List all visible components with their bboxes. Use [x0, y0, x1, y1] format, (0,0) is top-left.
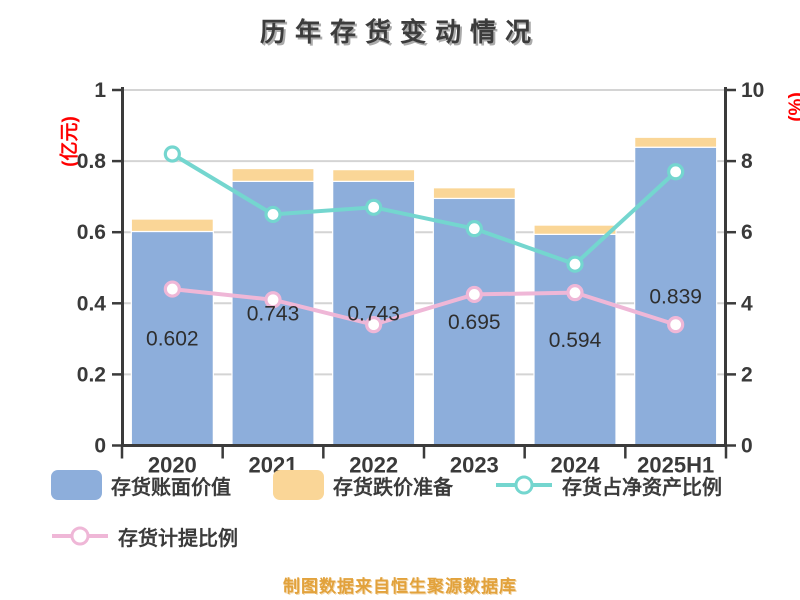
source-note: 制图数据来自恒生聚源数据库 — [283, 577, 517, 596]
book-value-bar-2020 — [130, 230, 214, 447]
bar-value-label-2023: 0.695 — [448, 311, 501, 334]
bar-value-label-2025H1: 0.839 — [649, 285, 702, 308]
x-axis-label-2023: 2023 — [450, 453, 499, 478]
provision-ratio-line-marker-icon — [51, 524, 109, 548]
left-axis-tick-label: 0.2 — [77, 363, 106, 386]
provision-ratio-point-2025H1 — [667, 316, 685, 334]
right-axis-tick-label: 6 — [741, 221, 753, 244]
legend: 存货账面价值 存货跌价准备 存货占净资产比例 存货计提比例 — [51, 468, 764, 553]
right-axis-tick-label: 10 — [741, 79, 764, 102]
left-axis-tick-label: 0.6 — [77, 221, 106, 244]
net-asset-ratio-point-2025H1 — [667, 163, 685, 181]
left-axis-tick-label: 0.4 — [77, 292, 107, 315]
bar-value-label-2022: 0.743 — [347, 302, 400, 325]
reserve-cap-2021 — [231, 167, 315, 182]
right-axis-tick-label: 8 — [741, 150, 753, 173]
reserve-cap-2024 — [533, 224, 617, 235]
reserve-cap-2020 — [130, 218, 214, 233]
bar-value-label-2024: 0.594 — [549, 329, 602, 352]
legend-row-2: 存货计提比例 — [51, 519, 764, 553]
right-axis-tick-label: 0 — [741, 435, 753, 458]
book-value-bar-2021 — [231, 180, 315, 447]
left-axis-tick-label: 0 — [94, 435, 106, 458]
legend-label-provision-ratio: 存货计提比例 — [118, 527, 238, 550]
right-axis-tick-label: 2 — [741, 363, 753, 386]
legend-item-net-asset-ratio[interactable]: 存货占净资产比例 — [495, 471, 722, 500]
left-axis-tick-label: 0.8 — [77, 150, 107, 173]
bar-value-label-2020: 0.602 — [146, 327, 199, 350]
legend-item-provision-ratio[interactable]: 存货计提比例 — [51, 522, 238, 551]
provision-ratio-point-2023 — [465, 285, 483, 304]
net-asset-ratio-line — [170, 151, 678, 267]
reserve-cap-2023 — [432, 187, 516, 200]
legend-item-reserve[interactable]: 存货跌价准备 — [273, 470, 453, 500]
bar-value-label-2021: 0.743 — [247, 302, 300, 325]
x-axis-label-2025H1: 2025H1 — [637, 453, 714, 478]
net-asset-ratio-point-2020 — [163, 145, 181, 163]
book-value-swatch — [51, 470, 102, 500]
legend-label-reserve: 存货跌价准备 — [333, 476, 453, 499]
legend-item-book-value[interactable]: 存货账面价值 — [51, 470, 231, 500]
x-axis-label-2022: 2022 — [349, 453, 398, 478]
provision-ratio-point-2021 — [264, 291, 282, 309]
net-asset-ratio-point-2021 — [264, 205, 282, 224]
reserve-cap-2022 — [332, 169, 416, 182]
provision-ratio-point-2020 — [163, 280, 181, 298]
reserve-swatch — [273, 470, 324, 500]
x-axis-label-2020: 2020 — [148, 453, 197, 478]
book-value-bar-2022 — [332, 180, 416, 447]
net-asset-ratio-point-2022 — [365, 198, 383, 216]
provision-ratio-point-2022 — [365, 316, 383, 334]
reserve-cap-2025H1 — [634, 136, 718, 148]
net-asset-ratio-point-2024 — [566, 255, 584, 273]
legend-row-1: 存货账面价值 存货跌价准备 存货占净资产比例 — [51, 468, 764, 502]
legend-label-net-asset-ratio: 存货占净资产比例 — [562, 476, 722, 499]
provision-ratio-line — [170, 287, 678, 327]
left-axis-tick-label: 1 — [94, 79, 106, 102]
provision-ratio-point-2024 — [566, 284, 584, 302]
net-asset-ratio-point-2023 — [465, 220, 483, 238]
legend-label-book-value: 存货账面价值 — [111, 476, 231, 499]
net-asset-ratio-line-marker-icon — [495, 473, 553, 497]
chart-title: 历年存货变动情况 — [259, 17, 540, 47]
x-axis-label-2024: 2024 — [551, 453, 601, 478]
right-axis-tick-label: 4 — [741, 292, 753, 315]
